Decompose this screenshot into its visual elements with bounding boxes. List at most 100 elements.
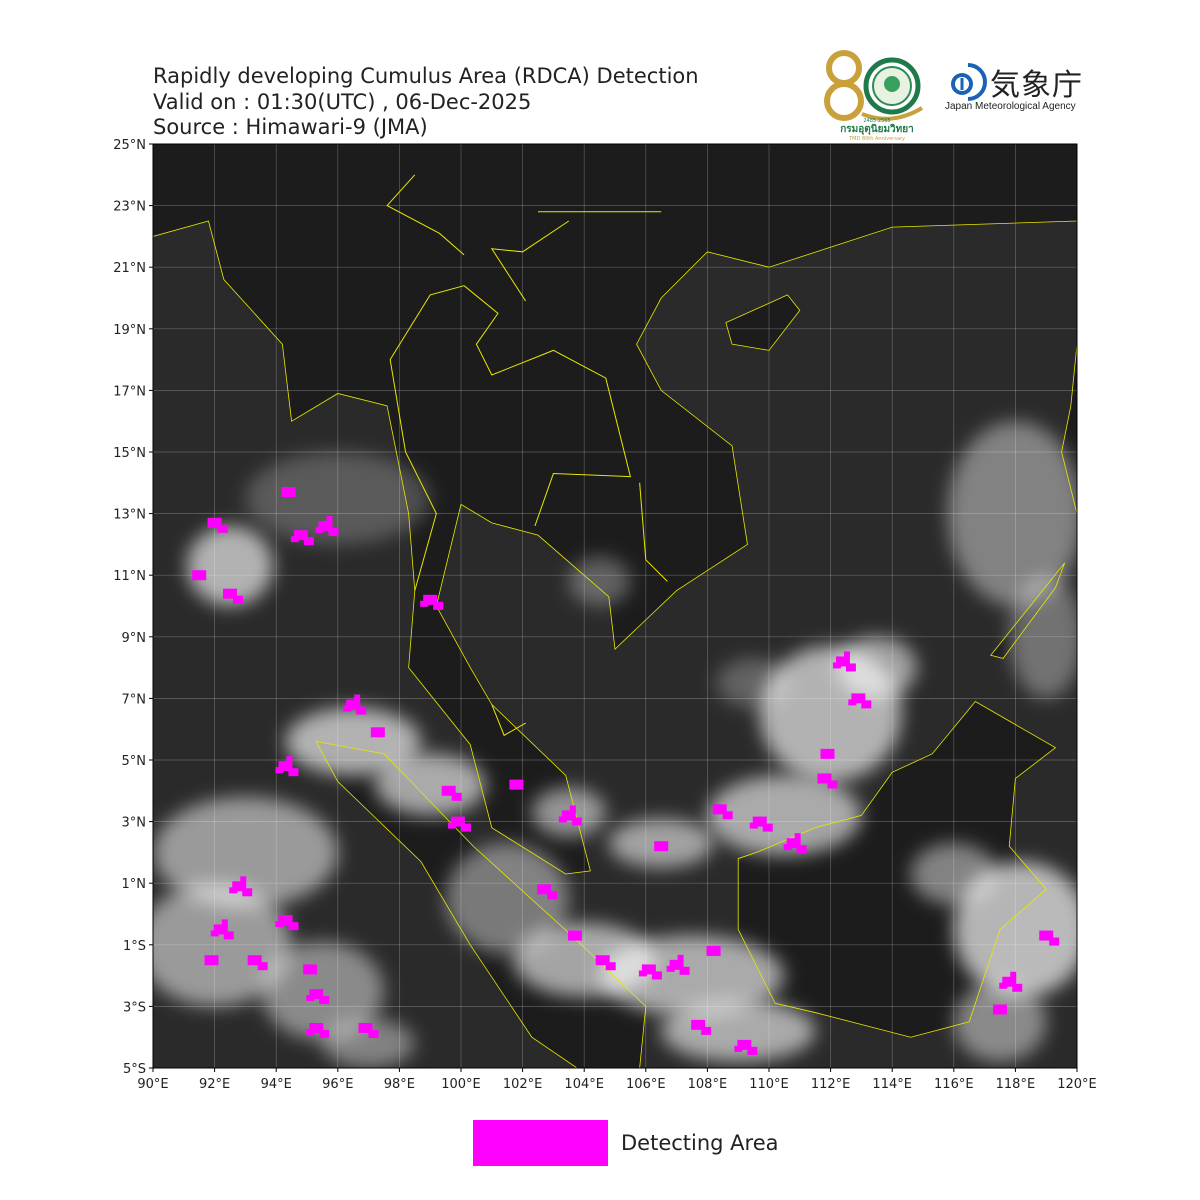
detection-patch — [433, 601, 444, 610]
detection-patch — [827, 780, 838, 789]
y-tick-label: 25°N — [113, 138, 146, 153]
cloud — [707, 775, 862, 856]
jma-english: Japan Meteorological Agency — [945, 101, 1076, 112]
detection-patch — [641, 964, 656, 975]
detection-patch — [303, 537, 314, 546]
cloud — [947, 421, 1077, 606]
detection-patch — [275, 921, 284, 928]
coastlines — [153, 144, 1077, 1068]
x-tick-label: 112°E — [811, 1077, 851, 1092]
detection-patch — [561, 810, 576, 821]
detection-patch — [326, 515, 333, 522]
detection-patch — [288, 922, 299, 931]
x-tick-label: 100°E — [441, 1077, 481, 1092]
detection-patch — [221, 919, 228, 926]
x-tick-label: 120°E — [1057, 1077, 1097, 1092]
detection-patch — [207, 517, 222, 528]
detection-patch — [701, 1026, 712, 1035]
legend-label: Detecting Area — [621, 1131, 779, 1155]
detection-patch — [595, 955, 610, 966]
detection-patch — [315, 526, 324, 533]
tmd-logo: 2485-2565 กรมอุตุนิยมวิทยา TMD 80th Anni… — [822, 46, 932, 142]
y-tick-label: 3°N — [122, 816, 147, 831]
x-tick-label: 92°E — [199, 1077, 230, 1092]
detection-patch — [290, 536, 299, 543]
coastline-sumatra — [315, 740, 647, 1068]
detection-patch — [993, 1004, 1007, 1015]
country-border — [463, 285, 632, 527]
detection-patch — [358, 1022, 373, 1033]
detection-patch — [309, 1022, 324, 1033]
detection-patch — [447, 822, 456, 829]
detection-patch — [712, 804, 727, 815]
y-tick-label: 17°N — [113, 384, 146, 399]
detection-patch — [1012, 983, 1023, 992]
coastline-hainan — [725, 294, 801, 351]
detection-patch — [288, 768, 299, 777]
detection-patch — [567, 930, 582, 941]
chart-title: Rapidly developing Cumulus Area (RDCA) D… — [153, 64, 699, 141]
country-border — [639, 482, 668, 582]
cloud — [186, 525, 274, 607]
detection-patch — [999, 982, 1008, 989]
detection-patch — [749, 822, 758, 829]
x-tick-label: 114°E — [872, 1077, 912, 1092]
y-tick-label: 19°N — [113, 323, 146, 338]
detection-patch — [293, 530, 308, 541]
x-tick-label: 102°E — [503, 1077, 543, 1092]
y-tick-label: 3°S — [123, 1000, 146, 1015]
x-tick-label: 106°E — [626, 1077, 666, 1092]
detection-patch — [192, 570, 207, 581]
detection-patch — [223, 931, 234, 940]
x-tick-label: 98°E — [384, 1077, 415, 1092]
detection-areas — [192, 487, 1060, 1055]
detection-patch — [233, 595, 243, 604]
detection-patch — [328, 527, 339, 536]
detection-patch — [509, 779, 524, 790]
x-tick-label: 90°E — [137, 1077, 168, 1092]
detection-patch — [737, 1039, 752, 1050]
detection-patch — [835, 656, 850, 667]
coastline-borneo — [737, 700, 1057, 1038]
cloud — [568, 556, 631, 606]
detection-patch — [286, 756, 293, 763]
title-line: Rapidly developing Cumulus Area (RDCA) D… — [153, 64, 699, 88]
y-tick-label: 1°N — [122, 877, 147, 892]
detection-patch — [217, 524, 228, 533]
detection-patch — [605, 962, 616, 971]
detection-patch — [843, 651, 850, 658]
coastline-luzon — [1061, 344, 1077, 514]
detection-patch — [240, 876, 247, 883]
detection-patch — [229, 887, 238, 894]
y-tick-label: 5°S — [123, 1062, 146, 1077]
coastline-indochina — [153, 144, 1077, 875]
detection-patch — [346, 699, 361, 710]
detection-patch — [547, 891, 558, 900]
y-tick-label: 21°N — [113, 261, 146, 276]
detection-patch — [278, 915, 293, 926]
detection-patch — [204, 955, 219, 966]
cloud — [953, 861, 1077, 998]
y-tick-label: 7°N — [122, 692, 147, 707]
detection-patch — [232, 881, 247, 892]
detection-patch — [247, 955, 262, 966]
cloud — [322, 1018, 415, 1068]
detection-patch — [762, 823, 773, 832]
detection-patch — [817, 773, 832, 784]
y-tick-label: 13°N — [113, 508, 146, 523]
y-tick-label: 9°N — [122, 631, 147, 646]
x-tick-label: 104°E — [564, 1077, 604, 1092]
cloud — [716, 658, 791, 708]
detection-patch — [794, 833, 801, 840]
country-border — [386, 174, 465, 256]
detection-patch — [319, 996, 330, 1005]
detection-patch — [423, 594, 438, 605]
x-tick-label: 116°E — [934, 1077, 974, 1092]
detection-patch — [242, 888, 253, 897]
detection-patch — [450, 816, 465, 827]
detection-patch — [752, 816, 767, 827]
detection-patch — [460, 823, 471, 832]
country-border — [389, 285, 465, 591]
detection-patch — [820, 748, 835, 759]
